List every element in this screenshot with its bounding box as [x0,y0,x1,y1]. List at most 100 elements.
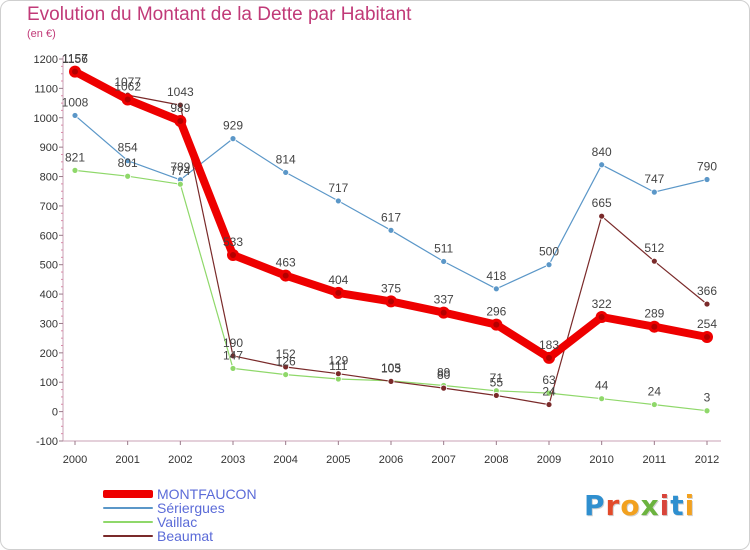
data-label-beaumat: 55 [490,375,504,389]
y-tick-label: 1100 [34,83,58,95]
proxiti-logo: Proxiti [584,489,696,522]
data-point-beaumat [545,401,553,408]
data-label-seriergues: 840 [592,145,612,159]
y-tick-label: 900 [40,142,58,154]
data-point-beaumat [229,352,237,360]
data-point-core-montfaucon [124,96,131,103]
data-label-beaumat: 1156 [62,52,88,66]
data-label-beaumat: 1077 [114,75,141,89]
data-label-vaillac: 71 [490,371,504,385]
data-label-vaillac: 774 [170,164,190,178]
x-tick-label: 2011 [643,454,667,466]
data-point-core-montfaucon [704,333,710,340]
data-label-montfaucon: 183 [539,338,559,352]
x-tick-label: 2005 [326,454,350,466]
data-label-vaillac: 44 [595,379,609,393]
x-tick-label: 2008 [484,454,508,466]
data-point-seriergues [650,188,658,196]
data-label-beaumat: 512 [644,241,664,255]
x-tick-label: 2010 [589,454,613,466]
data-point-vaillac [282,371,290,378]
data-label-seriergues: 790 [697,159,717,173]
data-label-vaillac: 24 [648,385,662,399]
x-tick-label: 2007 [431,454,455,466]
data-label-montfaucon: 337 [434,293,454,307]
data-label-montfaucon: 1062 [114,80,141,94]
data-label-beaumat: 129 [328,354,348,368]
legend-swatch-beaumat [103,535,153,537]
data-point-seriergues [545,261,553,269]
data-label-montfaucon: 404 [328,273,348,287]
legend-label-seriergues: Sériergues [157,500,225,516]
data-label-vaillac: 801 [118,156,138,170]
legend-item-vaillac: Vaillac [103,514,197,530]
data-point-vaillac [176,180,184,188]
data-label-montfaucon: 322 [592,297,612,311]
legend-label-beaumat: Beaumat [157,528,214,544]
data-point-beaumat [598,212,606,220]
data-point-seriergues [492,285,500,293]
x-tick-label: 2002 [168,454,192,466]
data-point-beaumat [387,377,395,385]
data-point-core-montfaucon [440,309,447,316]
x-tick-label: 2004 [273,454,297,466]
series-line-seriergues [74,114,708,290]
data-label-seriergues: 717 [328,181,348,195]
data-label-seriergues: 929 [223,119,243,133]
data-point-vaillac [71,166,79,174]
data-label-vaillac: 105 [381,361,401,375]
data-label-vaillac: 147 [223,348,243,362]
data-point-beaumat [334,370,342,378]
series-line-beaumat [74,71,708,406]
data-point-core-montfaucon [335,289,342,296]
data-point-beaumat [176,101,184,109]
data-point-core-montfaucon [388,298,394,305]
y-tick-label: 700 [40,201,58,213]
y-tick-label: 300 [40,318,58,330]
x-tick-label: 2000 [63,454,87,466]
data-point-beaumat [440,384,448,392]
data-label-beaumat: 24 [542,385,556,399]
data-label-vaillac: 63 [542,373,556,387]
data-point-seriergues [598,161,606,169]
data-point-vaillac [703,407,711,415]
data-label-beaumat: 665 [592,196,612,210]
y-tick-label: 100 [40,377,58,389]
y-tick-label: 200 [40,348,58,360]
x-tick-label: 2001 [115,454,139,466]
data-point-core-montfaucon [651,323,658,330]
y-tick-label: 1200 [34,54,58,66]
x-tick-label: 2006 [379,454,403,466]
data-point-core-montfaucon [493,321,500,328]
data-label-vaillac: 89 [437,365,451,379]
data-point-seriergues [440,258,448,265]
data-label-seriergues: 617 [381,210,401,224]
legend-swatch-montfaucon [103,490,153,498]
data-label-beaumat: 103 [381,361,401,375]
data-point-vaillac [229,365,237,372]
y-tick-label: 800 [40,172,58,184]
data-label-seriergues: 511 [434,241,453,255]
data-label-seriergues: 418 [486,269,506,283]
legend-swatch-vaillac [103,521,153,523]
data-point-beaumat [650,257,658,265]
data-label-montfaucon: 533 [223,235,243,249]
data-label-seriergues: 854 [118,141,138,155]
data-point-seriergues [387,226,395,234]
y-tick-label: 500 [40,260,58,272]
data-label-seriergues: 814 [276,152,296,166]
y-tick-label: 400 [40,289,58,301]
x-tick-label: 2003 [221,454,245,466]
data-label-montfaucon: 375 [381,281,401,295]
legend-swatch-seriergues [103,507,153,509]
data-label-montfaucon: 989 [170,101,190,115]
y-tick-label: 600 [40,230,58,242]
legend-label-montfaucon: MONTFAUCON [157,486,257,502]
legend-item-seriergues: Sériergues [103,500,225,516]
data-point-core-montfaucon [177,118,184,125]
legend-item-montfaucon: MONTFAUCON [103,486,257,502]
data-label-seriergues: 500 [539,245,559,259]
data-point-seriergues [282,169,290,176]
